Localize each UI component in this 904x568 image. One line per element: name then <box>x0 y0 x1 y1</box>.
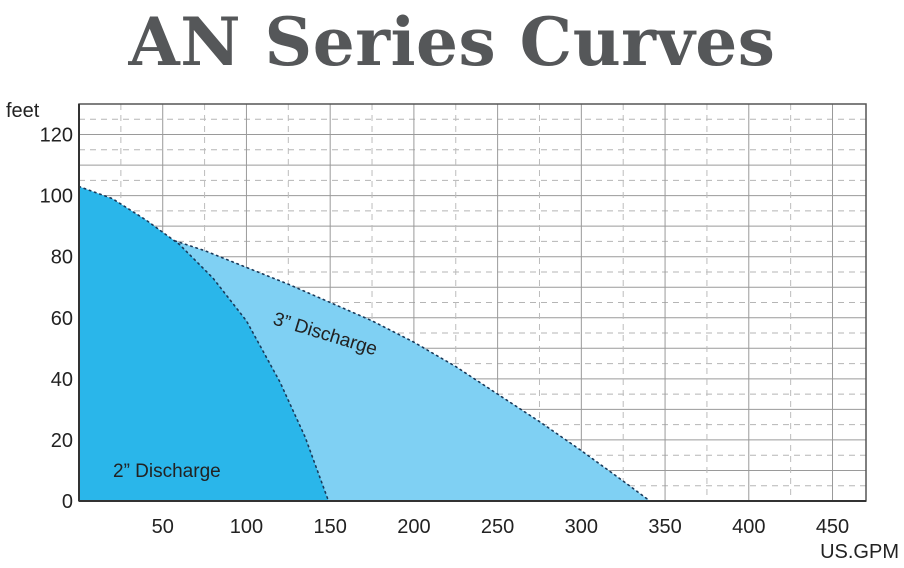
x-tick-label: 350 <box>648 516 681 538</box>
x-tick-label: 450 <box>816 516 849 538</box>
y-tick-label: 40 <box>51 369 73 391</box>
series-curve-2in-discharge <box>78 185 330 502</box>
x-tick-label: 400 <box>732 516 765 538</box>
x-tick-label: 300 <box>565 516 598 538</box>
x-tick-label: 100 <box>230 516 263 538</box>
series-area-2in-discharge <box>79 186 329 501</box>
y-tick-label: 80 <box>51 247 73 269</box>
x-tick-label: 250 <box>481 516 514 538</box>
x-tick-label: 150 <box>313 516 346 538</box>
series-curve-3in-discharge <box>78 216 651 502</box>
y-tick-label: 20 <box>51 430 73 452</box>
chart-title: AN Series Curves <box>128 3 776 81</box>
series-label-2in-discharge: 2” Discharge <box>113 461 221 482</box>
x-tick-label: 200 <box>397 516 430 538</box>
x-tick-label: 50 <box>152 516 174 538</box>
y-tick-label: 100 <box>40 186 73 208</box>
x-axis-label: US.GPM <box>820 541 899 563</box>
y-tick-label: 60 <box>51 308 73 330</box>
y-tick-label: 0 <box>62 491 73 513</box>
y-axis-label: feet <box>6 100 40 122</box>
y-tick-label: 120 <box>40 125 73 147</box>
